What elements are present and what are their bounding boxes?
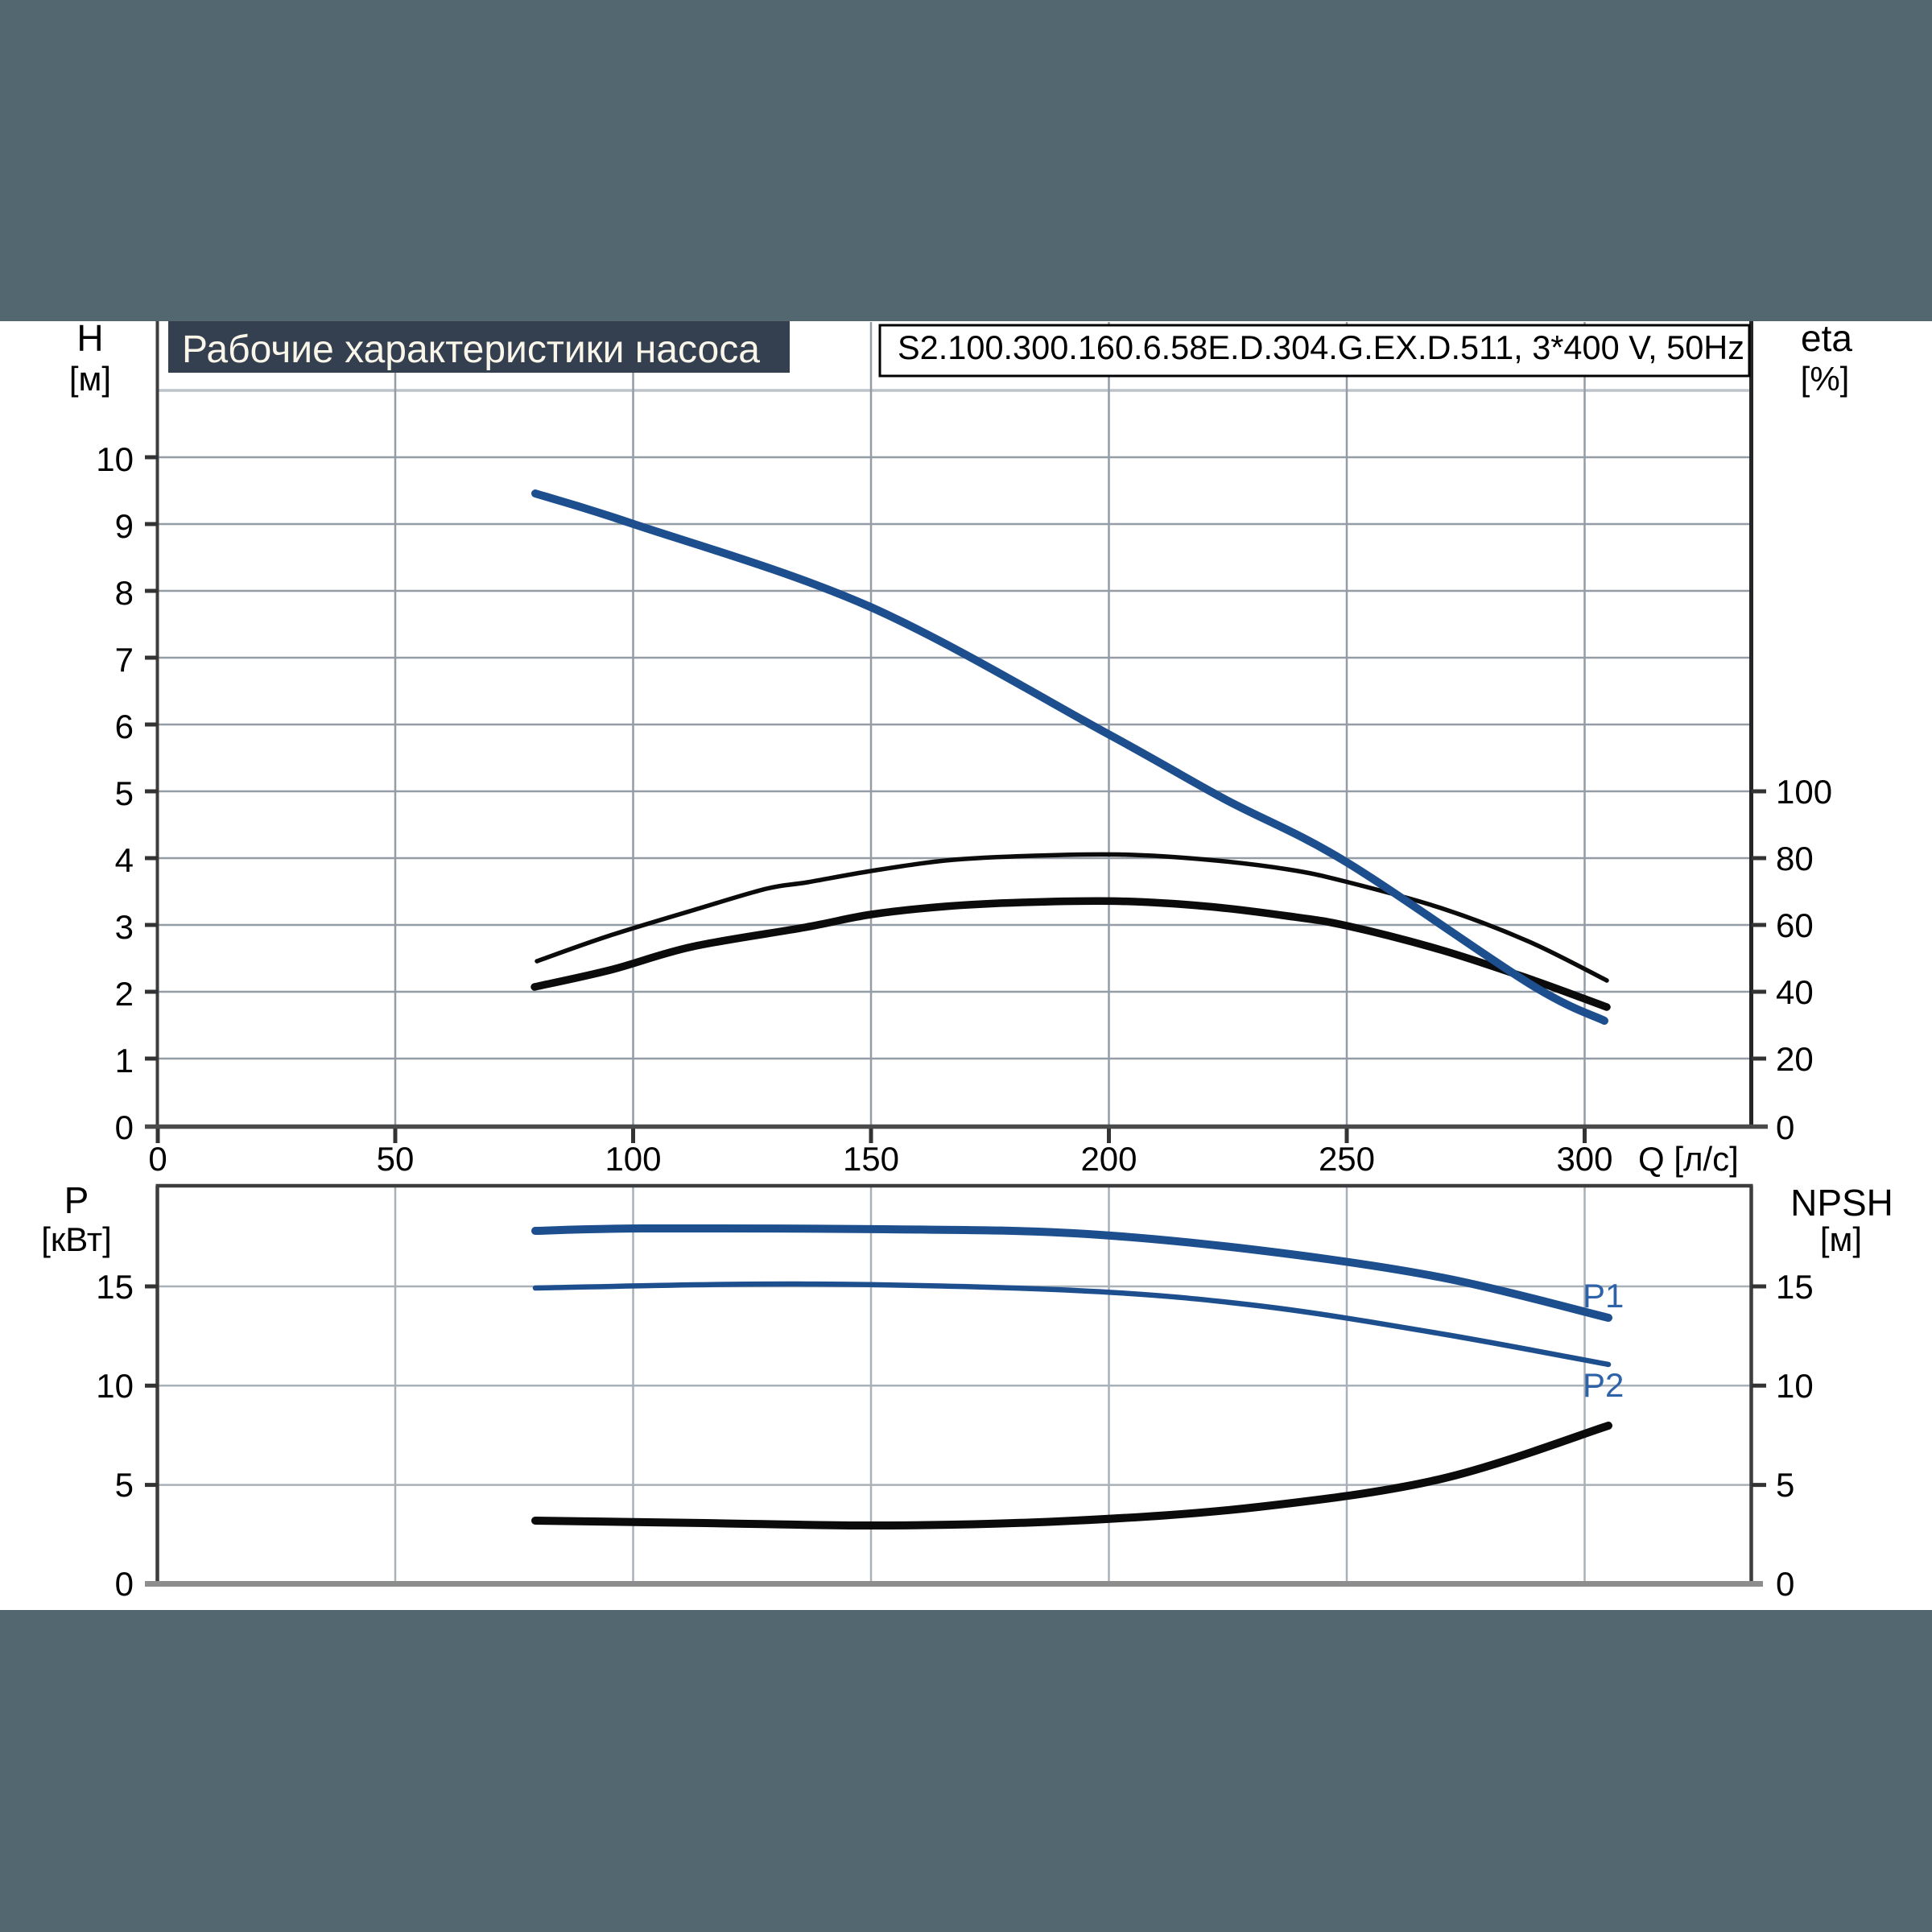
svg-text:9: 9 [115,507,134,545]
svg-text:7: 7 [115,641,134,679]
svg-text:0: 0 [115,1565,134,1603]
svg-text:Рабочие характеристики насоса: Рабочие характеристики насоса [182,328,760,371]
svg-text:eta: eta [1801,317,1852,359]
svg-text:P1: P1 [1583,1277,1624,1315]
svg-text:300: 300 [1556,1140,1612,1178]
svg-text:4: 4 [115,841,134,879]
svg-text:0: 0 [1776,1108,1794,1146]
svg-text:50: 50 [377,1140,415,1178]
svg-text:[м]: [м] [69,360,111,398]
svg-text:H: H [76,317,103,359]
svg-text:15: 15 [96,1268,134,1306]
svg-text:100: 100 [1776,773,1832,811]
svg-text:P2: P2 [1583,1366,1624,1404]
svg-text:NPSH: NPSH [1790,1182,1893,1224]
svg-text:5: 5 [115,1466,134,1504]
svg-text:40: 40 [1776,973,1814,1011]
svg-text:5: 5 [115,774,134,812]
svg-text:Q [л/с]: Q [л/с] [1638,1140,1739,1178]
svg-text:15: 15 [1776,1268,1814,1306]
svg-text:20: 20 [1776,1040,1814,1078]
svg-text:10: 10 [1776,1367,1814,1405]
svg-text:2: 2 [115,975,134,1013]
svg-text:[%]: [%] [1801,360,1850,398]
svg-text:[м]: [м] [1820,1220,1862,1258]
svg-text:250: 250 [1319,1140,1375,1178]
svg-text:P: P [64,1179,89,1221]
svg-text:S2.100.300.160.6.58E.D.304.G.E: S2.100.300.160.6.58E.D.304.G.EX.D.511, 3… [898,328,1744,366]
svg-text:60: 60 [1776,906,1814,944]
svg-text:6: 6 [115,708,134,745]
svg-text:5: 5 [1776,1466,1794,1504]
svg-text:1: 1 [115,1042,134,1080]
svg-text:100: 100 [605,1140,661,1178]
svg-text:10: 10 [96,1367,134,1405]
svg-text:0: 0 [1776,1565,1794,1603]
svg-text:[кВт]: [кВт] [41,1220,112,1258]
svg-text:8: 8 [115,574,134,612]
svg-text:150: 150 [843,1140,899,1178]
svg-text:10: 10 [96,440,134,478]
svg-text:0: 0 [148,1140,167,1178]
svg-text:80: 80 [1776,840,1814,877]
svg-text:0: 0 [115,1108,134,1146]
svg-text:3: 3 [115,908,134,946]
svg-text:200: 200 [1080,1140,1137,1178]
